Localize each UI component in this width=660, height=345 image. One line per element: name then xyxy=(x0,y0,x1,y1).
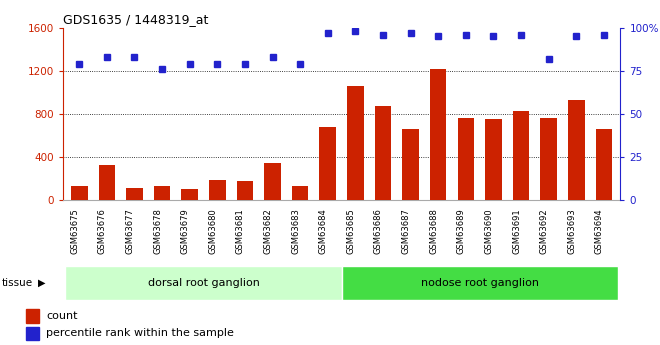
Bar xyxy=(568,100,585,200)
Text: GSM63689: GSM63689 xyxy=(457,208,466,254)
Text: dorsal root ganglion: dorsal root ganglion xyxy=(148,278,259,288)
Text: GSM63675: GSM63675 xyxy=(70,208,79,254)
Text: GSM63682: GSM63682 xyxy=(263,208,273,254)
Bar xyxy=(595,129,612,200)
Bar xyxy=(65,266,342,300)
Text: nodose root ganglion: nodose root ganglion xyxy=(420,278,539,288)
Bar xyxy=(182,189,198,200)
Text: GSM63688: GSM63688 xyxy=(429,208,438,254)
Text: GSM63690: GSM63690 xyxy=(484,208,494,254)
Text: tissue: tissue xyxy=(2,278,33,288)
Text: GDS1635 / 1448319_at: GDS1635 / 1448319_at xyxy=(63,13,208,27)
Bar xyxy=(485,119,502,200)
Bar xyxy=(292,186,308,200)
Bar xyxy=(430,69,446,200)
Bar xyxy=(126,188,143,200)
Text: GSM63676: GSM63676 xyxy=(98,208,107,254)
Bar xyxy=(154,186,170,200)
Bar xyxy=(403,129,419,200)
Bar xyxy=(457,118,474,200)
Bar xyxy=(26,327,39,340)
Bar xyxy=(513,111,529,200)
Bar xyxy=(375,106,391,200)
Text: GSM63692: GSM63692 xyxy=(540,208,548,254)
Bar xyxy=(319,127,336,200)
Text: GSM63679: GSM63679 xyxy=(181,208,189,254)
Text: GSM63685: GSM63685 xyxy=(346,208,355,254)
Text: GSM63683: GSM63683 xyxy=(291,208,300,254)
Text: GSM63681: GSM63681 xyxy=(236,208,245,254)
Text: GSM63694: GSM63694 xyxy=(595,208,604,254)
Bar xyxy=(98,165,115,200)
Bar xyxy=(237,181,253,200)
Bar xyxy=(264,164,280,200)
Bar xyxy=(209,180,226,200)
Bar xyxy=(342,266,618,300)
Text: percentile rank within the sample: percentile rank within the sample xyxy=(46,328,234,338)
Text: GSM63691: GSM63691 xyxy=(512,208,521,254)
Text: GSM63678: GSM63678 xyxy=(153,208,162,254)
Text: ▶: ▶ xyxy=(38,278,45,288)
Text: GSM63686: GSM63686 xyxy=(374,208,383,254)
Text: GSM63687: GSM63687 xyxy=(401,208,411,254)
Text: count: count xyxy=(46,311,78,321)
Text: GSM63680: GSM63680 xyxy=(209,208,217,254)
Text: GSM63677: GSM63677 xyxy=(125,208,135,254)
Text: GSM63684: GSM63684 xyxy=(319,208,328,254)
Bar xyxy=(347,86,364,200)
Bar xyxy=(541,118,557,200)
Text: GSM63693: GSM63693 xyxy=(567,208,576,254)
Bar xyxy=(26,309,39,323)
Bar xyxy=(71,186,88,200)
